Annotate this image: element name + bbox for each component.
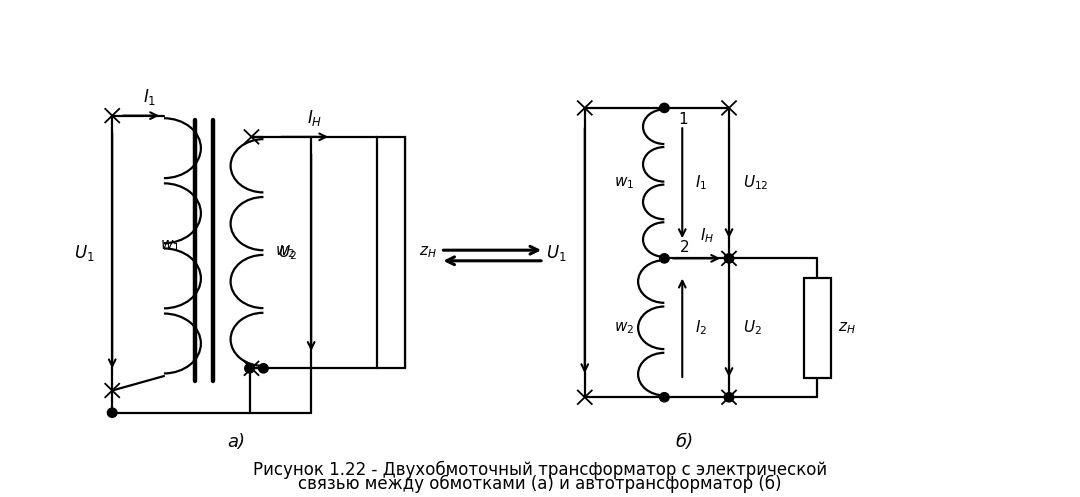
Text: $z_H$: $z_H$ [419, 245, 436, 260]
Circle shape [245, 364, 254, 373]
Text: $w_2$: $w_2$ [275, 245, 296, 260]
Text: $U_{12}$: $U_{12}$ [743, 174, 769, 192]
Text: $I_1$: $I_1$ [144, 87, 157, 107]
Text: б): б) [675, 432, 693, 451]
Text: $w_2$: $w_2$ [615, 320, 635, 335]
Circle shape [725, 393, 733, 402]
Circle shape [660, 393, 670, 402]
Circle shape [258, 364, 268, 373]
Text: $U_2$: $U_2$ [279, 243, 297, 262]
Text: $U_2$: $U_2$ [743, 319, 761, 337]
Text: $w_1$: $w_1$ [615, 175, 635, 191]
Text: $U_1$: $U_1$ [73, 243, 94, 263]
Text: $I_1$: $I_1$ [696, 174, 707, 192]
Text: Рисунок 1.22 - Двухобмоточный трансформатор с электрической: Рисунок 1.22 - Двухобмоточный трансформа… [253, 461, 827, 479]
Text: $1$: $1$ [678, 111, 689, 127]
Bar [377, 137, 405, 368]
Circle shape [660, 103, 670, 112]
Text: а): а) [228, 432, 245, 451]
Bar [804, 278, 832, 378]
Circle shape [725, 254, 733, 263]
Text: $w_1$: $w_1$ [160, 238, 180, 253]
Text: $z_H$: $z_H$ [838, 320, 856, 335]
Text: $I_H$: $I_H$ [307, 108, 322, 128]
Text: $I_2$: $I_2$ [696, 319, 707, 337]
Text: $2$: $2$ [679, 239, 689, 254]
Text: связью между обмотками (а) и автотрансформатор (б): связью между обмотками (а) и автотрансфо… [298, 475, 782, 493]
Text: $U_1$: $U_1$ [546, 243, 567, 262]
Text: $I_H$: $I_H$ [700, 226, 714, 245]
Circle shape [107, 408, 117, 417]
Circle shape [660, 254, 670, 263]
